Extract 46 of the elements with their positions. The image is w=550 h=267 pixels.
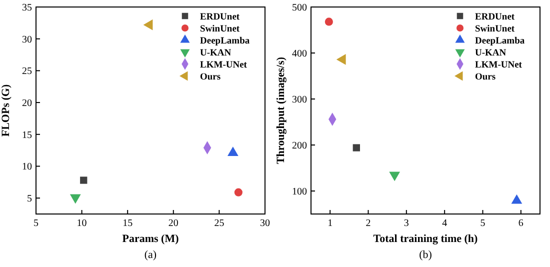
x-tick-label: 1 [328, 218, 333, 229]
y-tick-label: 30 [22, 34, 32, 46]
y-axis-title: FLOPs (G) [0, 84, 12, 137]
y-tick-label: 5 [27, 194, 32, 205]
x-axis-title: Total training time (h) [373, 233, 478, 245]
y-tick-label: 400 [292, 48, 307, 60]
legend-label: ERDUnet [200, 12, 240, 22]
x-tick-label: 4 [442, 218, 448, 229]
legend-label: Ours [475, 72, 496, 82]
legend-label: SwinUnet [475, 24, 516, 34]
y-tick-label: 25 [22, 66, 32, 78]
legend-label: LKM-UNet [200, 60, 248, 70]
legend-label: SwinUnet [200, 24, 240, 34]
legend-label: LKM-UNet [475, 60, 523, 70]
legend-label: DeepLamba [475, 36, 525, 46]
legend-label: Ours [200, 72, 221, 82]
legend-label: ERDUnet [475, 12, 516, 22]
y-tick-label: 200 [292, 140, 307, 152]
y-axis-title: Throughput (images/s) [275, 56, 287, 164]
y-tick-label: 500 [292, 2, 307, 14]
x-tick-label: 10 [76, 218, 87, 229]
point [234, 188, 242, 196]
x-tick-label: 2 [366, 218, 371, 229]
y-tick-label: 15 [22, 130, 32, 141]
x-axis-title: Params (M) [122, 233, 180, 245]
x-tick-label: 5 [480, 218, 486, 229]
x-tick-label: 30 [260, 218, 270, 229]
y-tick-label: 10 [22, 162, 32, 173]
legend-label: DeepLamba [200, 36, 250, 46]
y-tick-label: 300 [292, 94, 307, 106]
legend-label: U-KAN [475, 48, 506, 58]
x-tick-label: 15 [122, 218, 133, 229]
x-tick-label: 6 [518, 218, 524, 229]
y-tick-label: 100 [292, 186, 307, 198]
point [352, 144, 360, 152]
point [336, 54, 346, 65]
text: (a) [144, 249, 157, 261]
x-tick-label: 3 [404, 218, 409, 229]
point [80, 176, 88, 184]
x-tick-label: 25 [214, 218, 224, 229]
y-tick-label: 35 [22, 2, 32, 14]
text: (b) [419, 249, 432, 261]
legend-label: U-KAN [200, 48, 232, 58]
x-tick-label: 20 [168, 218, 178, 229]
y-tick-label: 20 [22, 98, 32, 110]
point [324, 18, 333, 26]
